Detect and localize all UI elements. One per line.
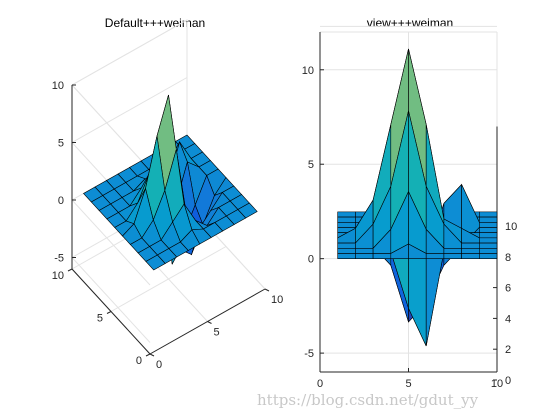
- surface-patch: [478, 232, 498, 239]
- right-y-tick-label: 8: [505, 252, 511, 264]
- right-y-tick-label: 0: [505, 375, 511, 387]
- watermark-text: https://blog.csdn.net/gdut_yy: [257, 391, 479, 409]
- right-y-tick-label: 6: [505, 283, 511, 295]
- right-y-tick-label: 2: [505, 344, 511, 356]
- surface-patch: [461, 253, 480, 259]
- left-x-tick-label: 0: [156, 359, 162, 371]
- right-chart-title: view+++weiman: [367, 16, 453, 30]
- right-surface: [337, 48, 498, 347]
- surface-patch: [337, 216, 356, 223]
- surface-patch: [355, 253, 374, 259]
- left-surface: [83, 94, 258, 271]
- surface-patch: [337, 247, 356, 254]
- left-y-tick-label: 5: [97, 313, 103, 325]
- left-z-tick-label: -5: [54, 253, 64, 265]
- surface-patch: [443, 253, 462, 259]
- right-y-tick-label: 10: [505, 221, 517, 233]
- surface-patch: [478, 253, 498, 259]
- surface-patch: [425, 253, 445, 259]
- surface-patch: [478, 221, 498, 228]
- right-x-tick-label: 5: [405, 378, 411, 390]
- surface-patch: [461, 242, 480, 249]
- left-x-tick-label: 5: [214, 327, 220, 339]
- surface-patch: [337, 253, 356, 259]
- surface-patch: [461, 247, 480, 254]
- surface-patch: [478, 216, 498, 223]
- left-z-tick-label: 10: [52, 80, 64, 92]
- left-y-tick-label: 0: [136, 355, 142, 367]
- left-x-tick-label: 10: [271, 294, 283, 306]
- surface-patch: [372, 253, 392, 259]
- surface-patch: [355, 247, 374, 254]
- left-chart-title: Default+++weiman: [105, 16, 205, 30]
- right-x-tick-label: 10: [491, 378, 503, 390]
- right-y-tick-label: 4: [505, 313, 511, 325]
- surface-patch: [478, 237, 498, 244]
- left-z-tick-label: 5: [58, 138, 64, 150]
- right-x-tick-label: 0: [317, 378, 323, 390]
- left-z-tick-label: 0: [58, 195, 64, 207]
- right-z-tick-label: 0: [308, 254, 314, 266]
- right-z-tick-label: -5: [304, 348, 314, 360]
- surface-patch: [145, 254, 166, 271]
- left-y-tick-label: 10: [52, 270, 64, 282]
- surface-patch: [478, 242, 498, 249]
- right-z-tick-label: 10: [302, 65, 314, 77]
- right-z-tick-label: 5: [308, 159, 314, 171]
- surface-patch: [478, 247, 498, 254]
- surface-patch: [478, 227, 498, 233]
- surface-patch: [337, 242, 356, 249]
- surface-patch: [337, 211, 356, 218]
- surface-patch: [337, 221, 356, 228]
- surface-patch: [478, 211, 498, 218]
- surface-patch: [443, 247, 462, 254]
